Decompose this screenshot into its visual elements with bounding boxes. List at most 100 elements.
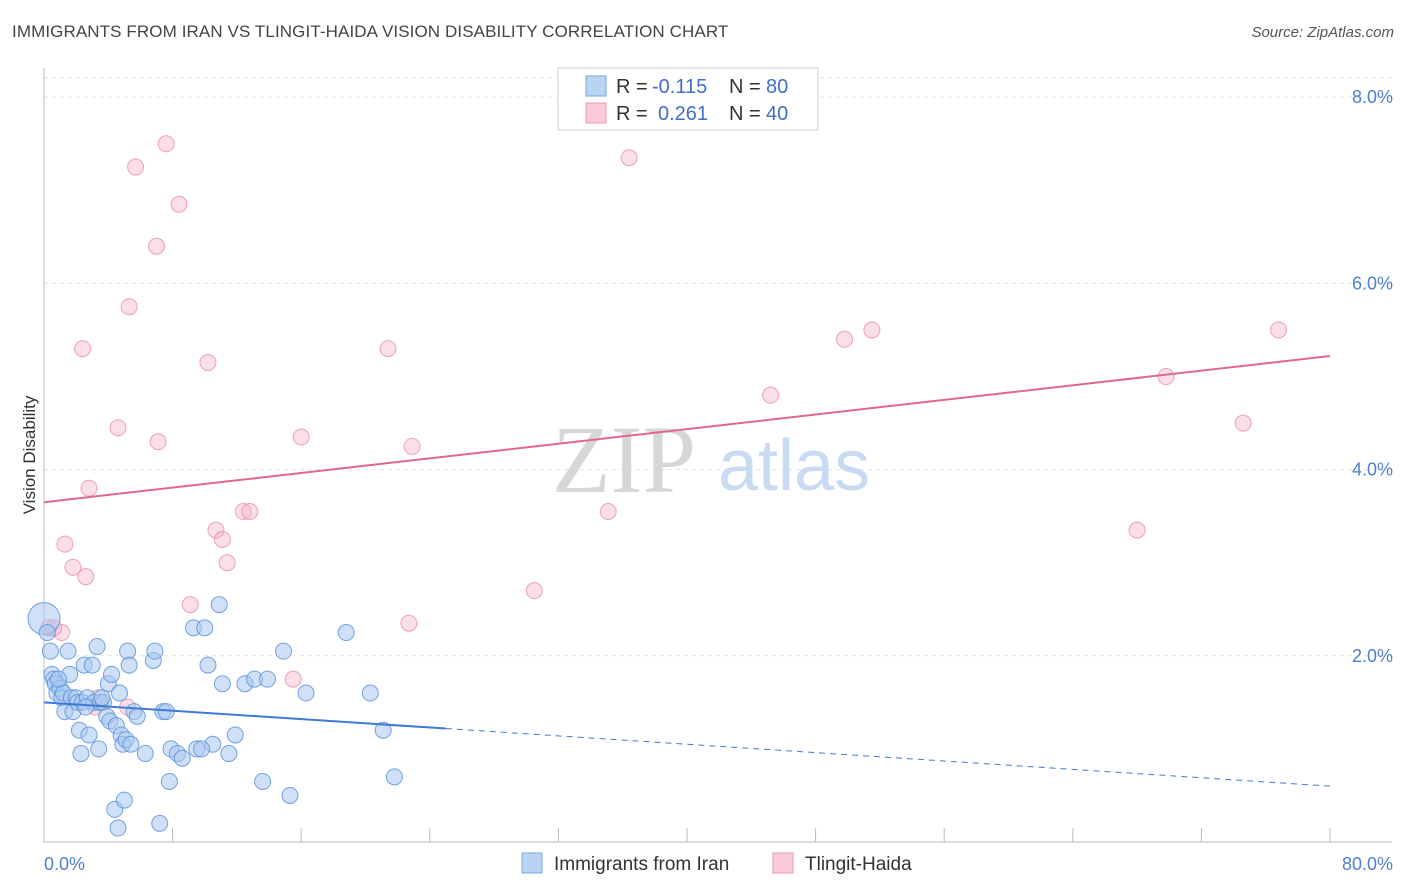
data-point-tlingit-haida bbox=[403, 437, 421, 455]
legend-swatch-iran bbox=[585, 75, 607, 97]
data-point-tlingit-haida bbox=[148, 237, 166, 255]
data-point-tlingit-haida bbox=[1270, 321, 1288, 339]
data-point-tlingit-haida bbox=[120, 298, 138, 316]
watermark: ZIP atlas bbox=[552, 406, 870, 513]
legend-r-value-iran: -0.115 bbox=[652, 76, 707, 98]
data-point-tlingit-haida bbox=[199, 354, 217, 372]
bottom-legend-label-iran: Immigrants from Iran bbox=[554, 854, 729, 875]
data-point-immigrants-from-iran bbox=[111, 684, 129, 702]
data-point-immigrants-from-iran bbox=[80, 726, 98, 744]
data-point-immigrants-from-iran bbox=[72, 745, 90, 763]
trend-line-iran-solid bbox=[43, 701, 446, 730]
data-point-tlingit-haida bbox=[80, 479, 98, 497]
source-label: Source: ZipAtlas.com bbox=[1251, 24, 1394, 41]
data-point-immigrants-from-iran bbox=[109, 819, 127, 837]
data-point-tlingit-haida bbox=[64, 558, 82, 576]
data-point-tlingit-haida bbox=[207, 521, 225, 539]
data-point-immigrants-from-iran bbox=[281, 786, 299, 804]
data-point-tlingit-haida bbox=[599, 503, 617, 521]
data-point-tlingit-haida bbox=[109, 419, 127, 437]
data-point-immigrants-from-iran bbox=[361, 684, 379, 702]
data-point-tlingit-haida bbox=[863, 321, 881, 339]
x-tick-labels: 0.0% 80.0% bbox=[44, 854, 1393, 874]
data-point-tlingit-haida bbox=[74, 340, 92, 358]
data-point-tlingit-haida bbox=[762, 386, 780, 404]
data-point-immigrants-from-iran bbox=[122, 735, 140, 753]
legend-n-value-tlingit: 40 bbox=[766, 103, 788, 125]
data-point-tlingit-haida bbox=[218, 554, 236, 572]
y-tick-label: 4.0% bbox=[1352, 460, 1393, 480]
data-point-immigrants-from-iran bbox=[210, 596, 228, 614]
data-point-immigrants-from-iran bbox=[115, 791, 133, 809]
data-point-immigrants-from-iran bbox=[88, 638, 106, 655]
data-point-immigrants-from-iran bbox=[196, 619, 214, 637]
data-point-tlingit-haida bbox=[241, 503, 259, 521]
data-point-tlingit-haida bbox=[170, 195, 188, 213]
trend-line-iran-dashed bbox=[445, 728, 1331, 787]
data-point-immigrants-from-iran bbox=[213, 675, 231, 693]
data-point-immigrants-from-iran bbox=[160, 772, 178, 790]
data-point-immigrants-from-iran bbox=[173, 749, 191, 767]
data-point-immigrants-from-iran bbox=[90, 740, 108, 758]
data-point-immigrants-from-iran bbox=[151, 814, 169, 832]
data-point-immigrants-from-iran bbox=[120, 656, 138, 674]
legend-r-value-tlingit: 0.261 bbox=[658, 103, 708, 125]
data-point-immigrants-from-iran bbox=[254, 772, 272, 790]
data-point-immigrants-from-iran bbox=[193, 740, 211, 758]
data-point-immigrants-from-iran bbox=[146, 642, 164, 660]
bottom-legend-label-tlingit: Tlingit-Haida bbox=[805, 854, 912, 875]
data-point-immigrants-from-iran bbox=[220, 745, 238, 763]
trend-line-tlingit-haida bbox=[43, 355, 1331, 504]
data-point-immigrants-from-iran bbox=[59, 642, 77, 660]
watermark-zip: ZIP bbox=[552, 406, 696, 513]
axes bbox=[43, 68, 1392, 843]
data-point-tlingit-haida bbox=[213, 530, 231, 548]
data-point-tlingit-haida bbox=[1157, 368, 1175, 386]
data-point-immigrants-from-iran bbox=[337, 624, 355, 642]
data-point-tlingit-haida bbox=[77, 568, 95, 586]
data-point-immigrants-from-iran bbox=[77, 698, 95, 716]
data-point-immigrants-from-iran bbox=[103, 665, 121, 683]
y-tick-labels: 2.0% 4.0% 6.0% 8.0% bbox=[1352, 87, 1393, 666]
y-tick-label: 2.0% bbox=[1352, 646, 1393, 666]
data-point-immigrants-from-iran bbox=[374, 721, 392, 739]
data-point-tlingit-haida bbox=[157, 135, 175, 153]
legend-n-label-iran: N = bbox=[729, 76, 761, 98]
y-tick-label: 6.0% bbox=[1352, 273, 1393, 293]
y-tick-label: 8.0% bbox=[1352, 87, 1393, 107]
legend-r-label-tlingit: R = bbox=[616, 103, 648, 125]
data-point-immigrants-from-iran bbox=[93, 689, 111, 707]
data-point-immigrants-from-iran bbox=[226, 726, 244, 744]
watermark-atlas: atlas bbox=[718, 426, 870, 506]
data-point-tlingit-haida bbox=[56, 535, 74, 553]
data-point-tlingit-haida bbox=[525, 582, 543, 600]
data-point-immigrants-from-iran bbox=[119, 642, 137, 660]
data-point-immigrants-from-iran bbox=[297, 684, 315, 702]
data-point-immigrants-from-iran bbox=[385, 768, 403, 786]
data-point-tlingit-haida bbox=[292, 428, 310, 446]
series-legend: Immigrants from Iran Tlingit-Haida bbox=[521, 852, 912, 875]
data-point-immigrants-from-iran bbox=[128, 707, 146, 725]
data-point-tlingit-haida bbox=[149, 433, 167, 451]
legend-n-label-tlingit: N = bbox=[729, 103, 761, 125]
data-point-tlingit-haida bbox=[836, 330, 854, 348]
data-point-tlingit-haida bbox=[1234, 414, 1252, 432]
data-point-tlingit-haida bbox=[127, 158, 145, 176]
bottom-legend-swatch-iran bbox=[521, 852, 543, 874]
legend-n-value-iran: 80 bbox=[766, 76, 788, 98]
data-point-tlingit-haida bbox=[284, 670, 302, 688]
trend-lines bbox=[43, 355, 1331, 787]
chart-title: IMMIGRANTS FROM IRAN VS TLINGIT-HAIDA VI… bbox=[12, 22, 729, 41]
data-point-tlingit-haida bbox=[620, 149, 638, 167]
correlation-legend: R = -0.115 N = 80 R = 0.261 N = 40 bbox=[557, 67, 819, 131]
y-axis-label: Vision Disability bbox=[20, 395, 39, 514]
x-tick-label: 80.0% bbox=[1342, 854, 1393, 874]
data-point-immigrants-from-iran bbox=[38, 624, 56, 642]
bottom-legend-swatch-tlingit bbox=[772, 852, 794, 874]
series-immigrants-from-iran bbox=[27, 596, 403, 837]
grid-lines bbox=[44, 77, 1392, 657]
data-point-immigrants-from-iran bbox=[199, 656, 217, 674]
data-point-immigrants-from-iran bbox=[258, 670, 276, 688]
legend-swatch-tlingit bbox=[585, 102, 607, 124]
